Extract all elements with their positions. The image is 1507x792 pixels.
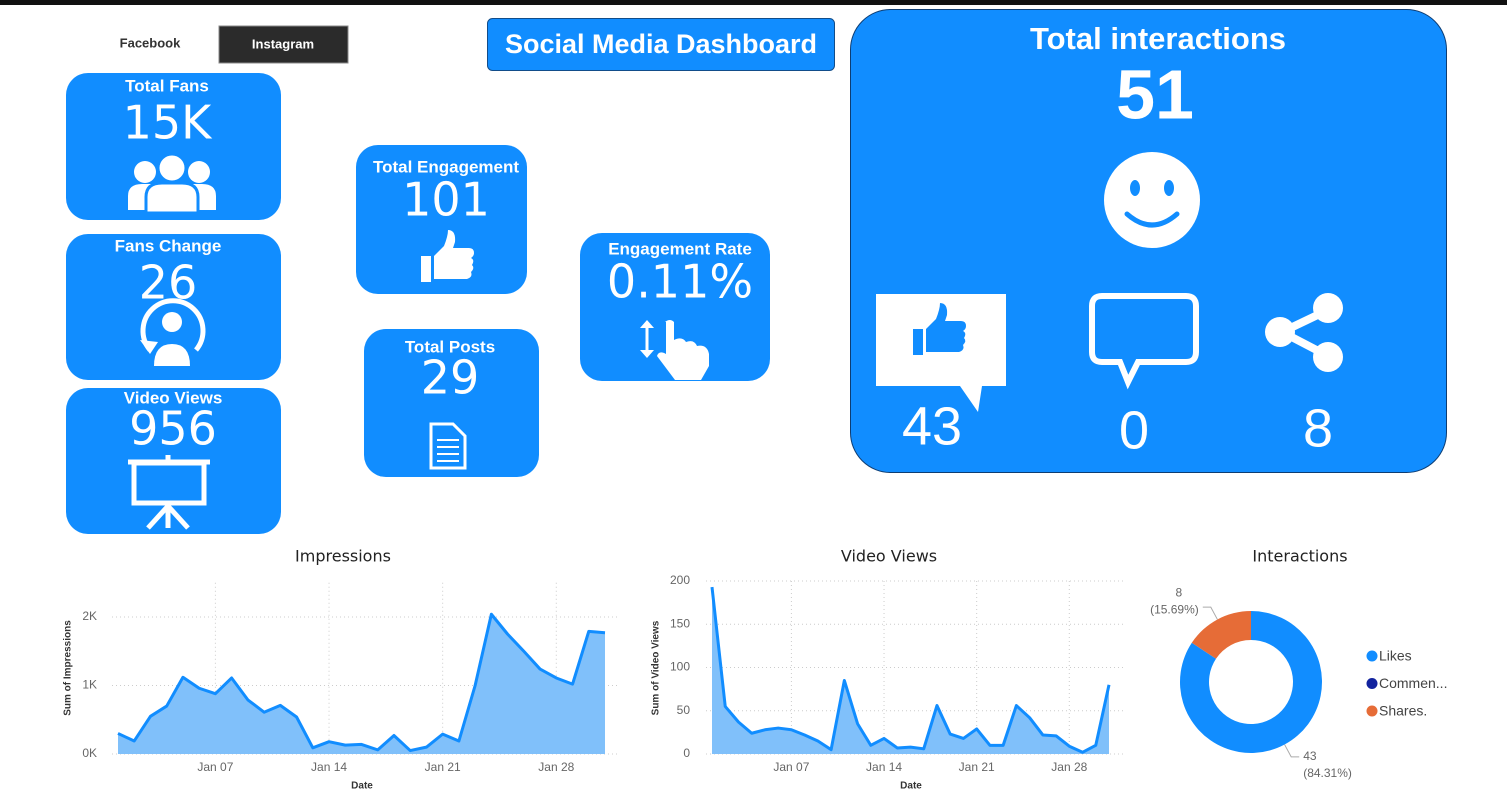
percent-label: (15.69%) — [1150, 602, 1199, 616]
likes-count: 43 — [902, 396, 962, 456]
card — [66, 73, 281, 220]
x-tick-label: Jan 28 — [1051, 760, 1087, 774]
card-value: 0.11% — [607, 255, 753, 309]
leader-line — [1202, 606, 1218, 620]
card-label: Engagement Rate — [608, 239, 752, 258]
data-label: 43 — [1303, 749, 1317, 763]
fans-icon — [128, 152, 216, 215]
x-tick-label: Jan 14 — [866, 760, 902, 774]
y-tick-label: 50 — [677, 703, 691, 717]
thumb-icon — [421, 230, 474, 282]
chart-title: Impressions — [295, 547, 391, 566]
y-tick-label: 1K — [82, 678, 97, 692]
title-box — [487, 18, 835, 71]
x-tick-label: Jan 07 — [773, 760, 809, 774]
x-tick-label: Jan 14 — [311, 760, 347, 774]
x-tick-label: Jan 21 — [959, 760, 995, 774]
card — [356, 145, 527, 294]
smiley-icon — [1104, 152, 1200, 248]
card-value: 15K — [123, 96, 214, 150]
area-fill — [118, 614, 605, 754]
top-bar — [0, 0, 1507, 5]
legend-marker — [1366, 705, 1378, 717]
comment-bubble-icon — [1089, 293, 1199, 390]
y-axis-title: Sum of Impressions — [63, 620, 74, 716]
card-label: Video Views — [124, 388, 223, 407]
video-icon — [128, 455, 210, 530]
area-fill — [712, 587, 1109, 754]
document-icon — [429, 422, 467, 470]
tab-instagram[interactable]: Instagram — [252, 36, 314, 51]
legend-marker — [1366, 678, 1378, 689]
leader-line — [1284, 744, 1300, 758]
card — [66, 234, 281, 380]
donut-slice — [1180, 611, 1323, 753]
tab-instagram-bg[interactable] — [218, 25, 349, 64]
x-axis-title: Date — [900, 781, 922, 792]
panel-total: 51 — [1116, 55, 1194, 133]
card-label: Fans Change — [115, 236, 222, 255]
card-label: Total Fans — [125, 76, 209, 95]
x-tick-label: Jan 07 — [197, 760, 233, 774]
legend-label: Commen... — [1379, 675, 1447, 691]
legend-marker — [1366, 650, 1378, 662]
x-axis-title: Date — [351, 781, 373, 792]
y-tick-label: 200 — [670, 573, 690, 587]
shares-count: 8 — [1303, 398, 1333, 458]
card-value: 101 — [402, 173, 490, 227]
y-tick-label: 0K — [82, 746, 97, 760]
card-value: 29 — [421, 351, 480, 405]
y-tick-label: 0 — [683, 746, 690, 760]
like-bubble-icon — [876, 294, 1006, 412]
card-label: Total Posts — [405, 337, 495, 356]
area-line — [710, 586, 1111, 754]
area-line — [117, 612, 606, 753]
x-tick-label: Jan 28 — [538, 760, 574, 774]
y-tick-label: 150 — [670, 616, 690, 630]
percent-label: (84.31%) — [1303, 766, 1352, 780]
legend-label: Shares. — [1379, 703, 1427, 719]
fans-change-icon — [140, 298, 206, 366]
donut-slice — [1191, 611, 1251, 659]
card-label: Total Engagement — [373, 157, 519, 176]
tab-facebook[interactable]: Facebook — [120, 35, 181, 50]
panel-title: Total interactions — [1030, 21, 1286, 56]
legend-label: Likes — [1379, 648, 1412, 664]
data-label: 8 — [1175, 585, 1182, 599]
share-icon — [1265, 293, 1343, 372]
chart-title: Video Views — [841, 547, 937, 566]
card-value: 956 — [129, 402, 217, 456]
y-tick-label: 100 — [670, 660, 690, 674]
y-tick-label: 2K — [82, 609, 97, 623]
chart-title: Interactions — [1252, 547, 1347, 566]
card — [364, 329, 539, 477]
touch-icon — [640, 320, 709, 380]
comments-count: 0 — [1119, 400, 1149, 460]
card — [580, 233, 770, 381]
dashboard-title: Social Media Dashboard — [505, 29, 817, 59]
x-tick-label: Jan 21 — [425, 760, 461, 774]
y-axis-title: Sum of Video Views — [651, 620, 662, 715]
